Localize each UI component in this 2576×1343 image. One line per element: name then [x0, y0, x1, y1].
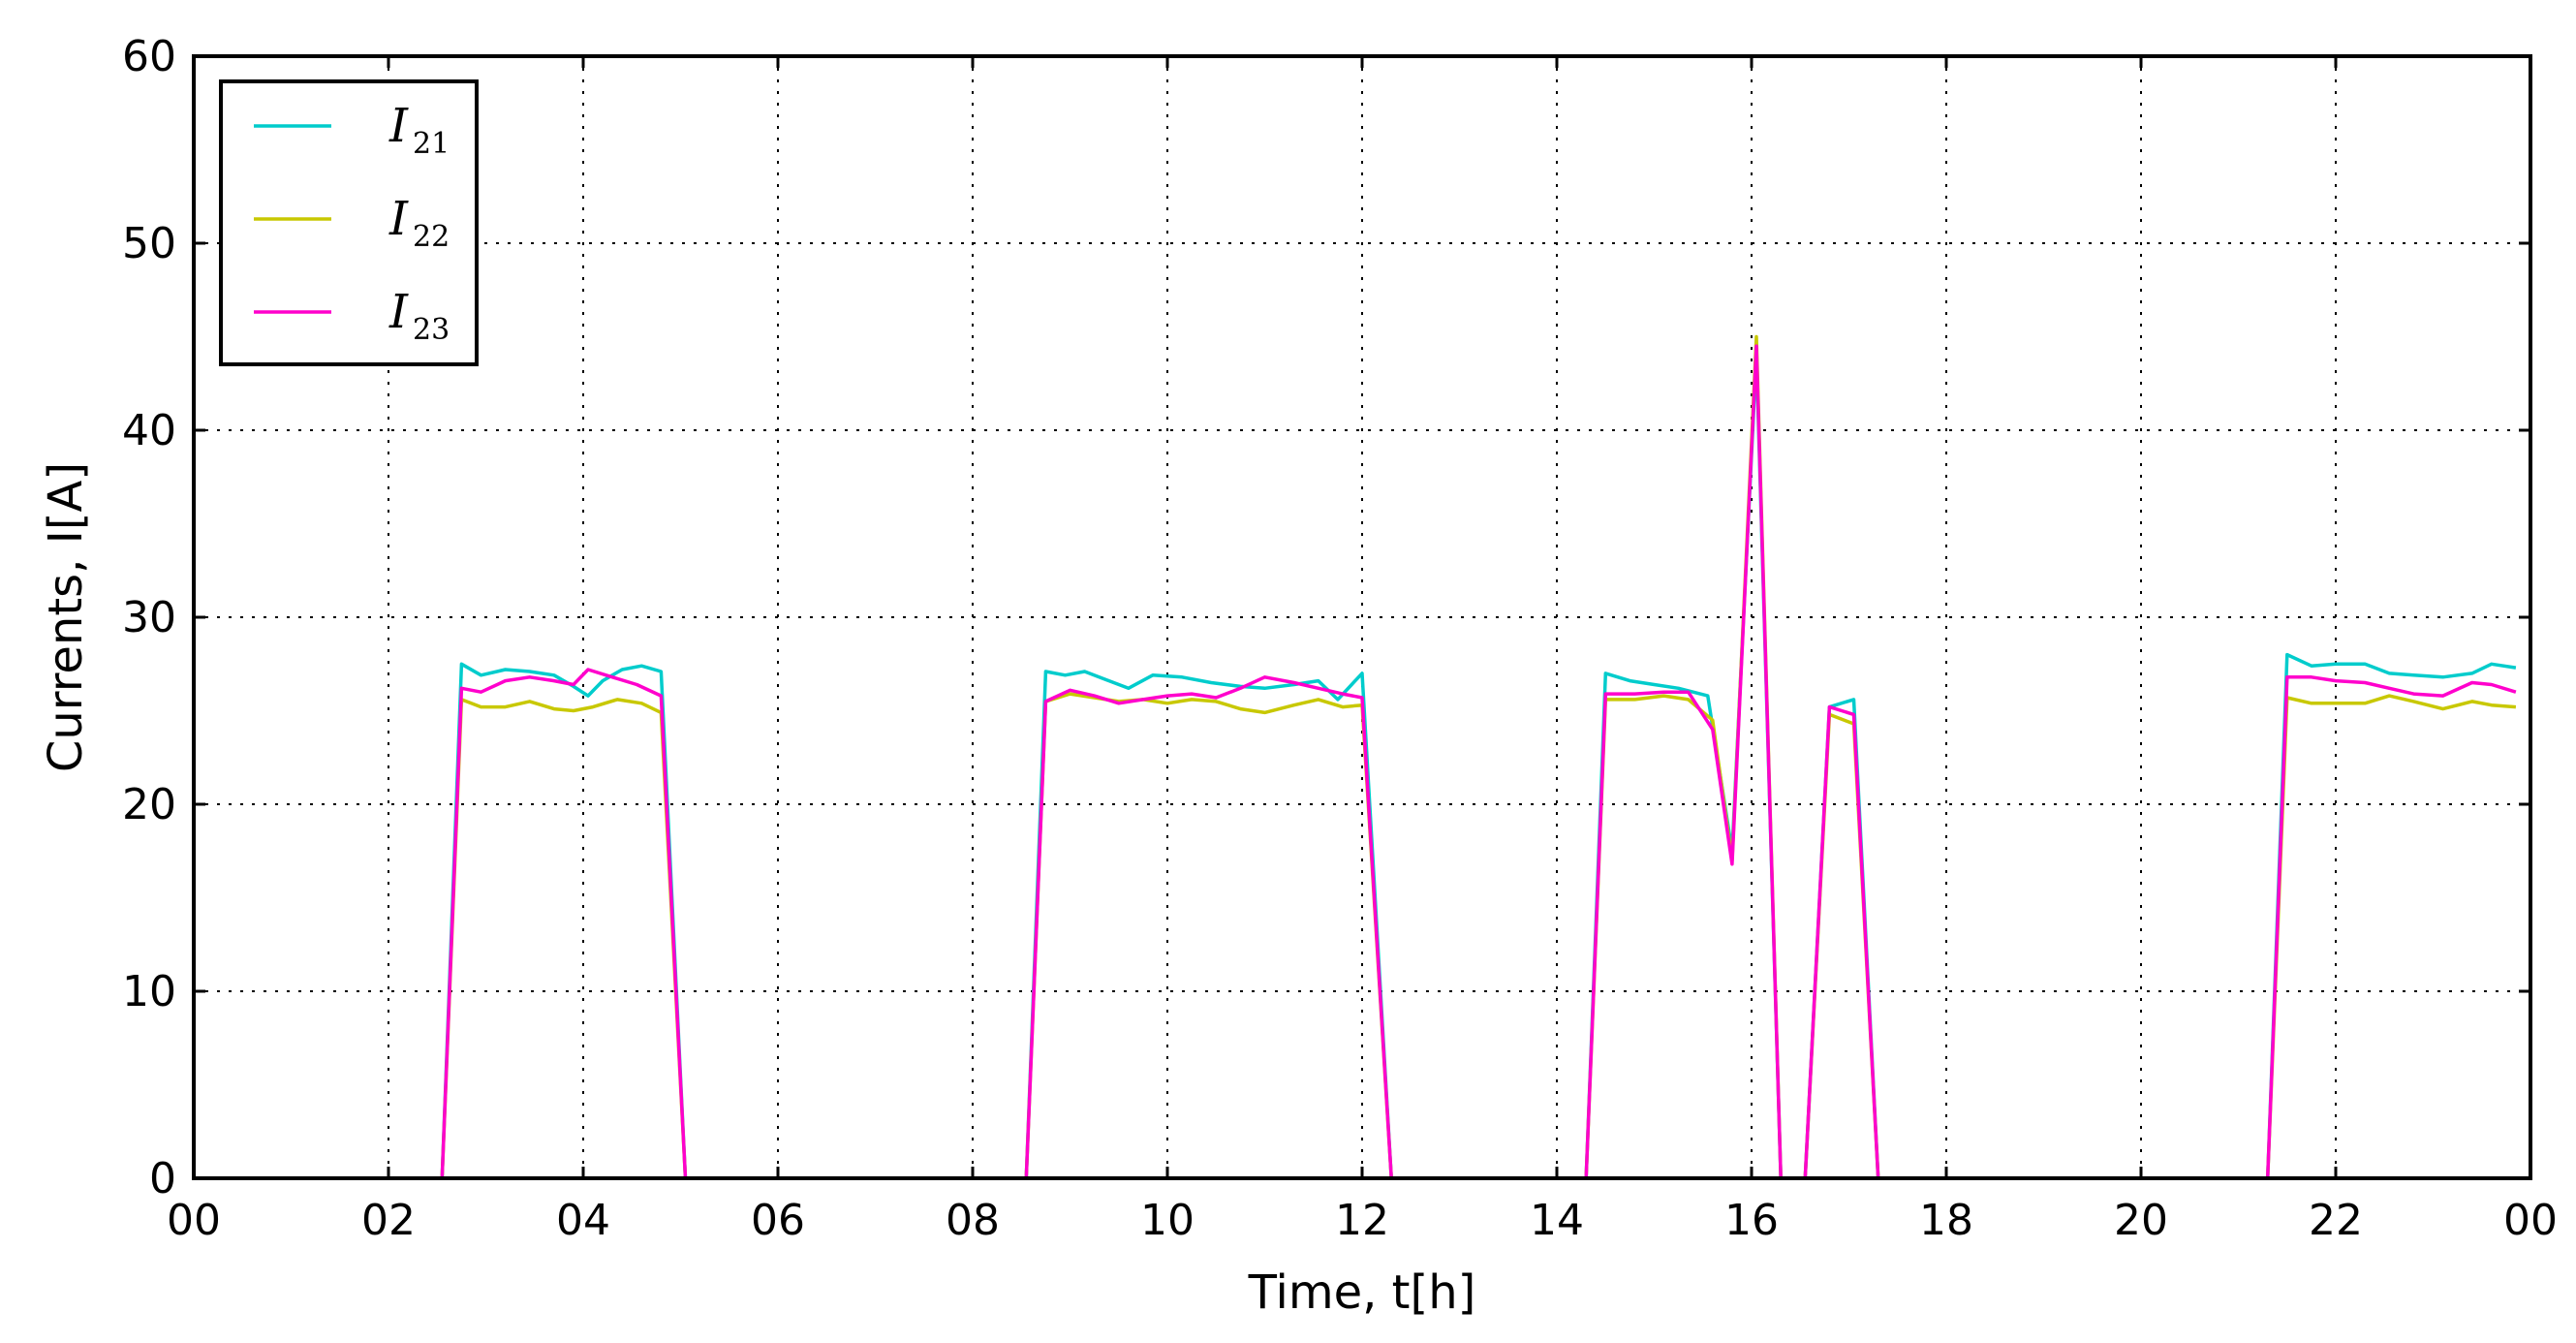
y-tick-label: 0	[149, 1154, 176, 1203]
y-tick-label: 40	[122, 406, 176, 455]
legend-label-i23: I	[388, 285, 409, 339]
x-tick-label: 06	[751, 1196, 805, 1245]
series-line-i23	[440, 668, 688, 1179]
series-line-i22	[440, 698, 688, 1179]
y-tick-label: 10	[122, 967, 176, 1016]
legend-box	[219, 79, 479, 366]
grid-lines	[194, 56, 2530, 1178]
x-tick-label: 08	[946, 1196, 1000, 1245]
series-line-i23	[1584, 344, 1783, 1179]
series-line-i21	[440, 662, 688, 1179]
series-line-i21	[1024, 670, 1393, 1179]
legend-label-i22: I	[388, 192, 409, 246]
x-axis-label: Time, t[h]	[1248, 1265, 1476, 1320]
x-tick-label: 04	[556, 1196, 610, 1245]
series-line-i23	[2265, 675, 2517, 1179]
x-tick-label: 14	[1530, 1196, 1584, 1245]
legend-label-i21: I	[388, 99, 409, 153]
y-tick-label: 30	[122, 593, 176, 642]
legend-subscript-i22: 22	[413, 220, 450, 254]
y-tick-label: 50	[122, 219, 176, 268]
series-line-i23	[1803, 704, 1880, 1179]
x-tick-label: 16	[1724, 1196, 1779, 1245]
series-line-i22	[1024, 692, 1393, 1179]
series-lines	[440, 334, 2517, 1179]
y-tick-label: 60	[122, 32, 176, 81]
series-line-i23	[1024, 675, 1393, 1179]
x-tick-label: 12	[1335, 1196, 1389, 1245]
y-tick-labels: 0 10 20 30 40 50 60	[122, 32, 176, 1203]
x-tick-labels: 00 02 04 06 08 10 12 14 16 18 20 22 00	[167, 1196, 2558, 1245]
legend: I 21I 22I 23	[219, 79, 479, 366]
x-tick-label: 02	[361, 1196, 416, 1245]
x-tick-label: 10	[1140, 1196, 1195, 1245]
legend-subscript-i23: 23	[413, 313, 450, 347]
x-tick-label: 22	[2309, 1196, 2363, 1245]
legend-entries: I 21I 22I 23	[254, 99, 450, 347]
x-tick-label: 18	[1919, 1196, 1973, 1245]
x-tick-label: 00	[167, 1196, 221, 1245]
series-line-i21	[2265, 652, 2517, 1179]
y-tick-label: 20	[122, 780, 176, 829]
series-line-i22	[2265, 694, 2517, 1179]
legend-subscript-i21: 21	[413, 127, 450, 161]
axis-ticks	[192, 54, 2532, 1180]
x-tick-label: 00	[2503, 1196, 2558, 1245]
y-axis-label: Currents, I[A]	[39, 462, 93, 772]
x-tick-label: 20	[2114, 1196, 2168, 1245]
